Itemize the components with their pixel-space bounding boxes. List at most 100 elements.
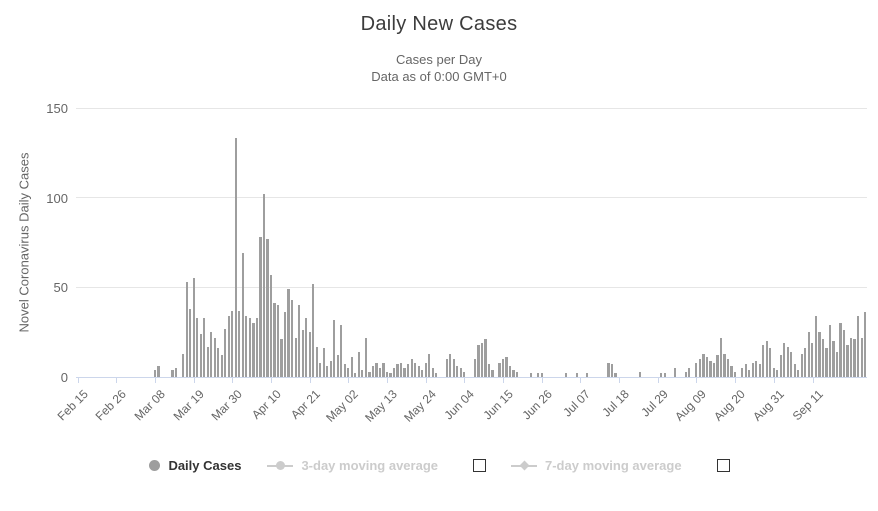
bar-daily-cases[interactable]: [319, 362, 322, 377]
bar-daily-cases[interactable]: [793, 364, 796, 377]
bar-daily-cases[interactable]: [783, 342, 786, 377]
bar-daily-cases[interactable]: [329, 360, 332, 377]
bar-daily-cases[interactable]: [217, 348, 220, 377]
bar-daily-cases[interactable]: [751, 362, 754, 377]
bar-daily-cases[interactable]: [305, 317, 308, 377]
bar-daily-cases[interactable]: [849, 337, 853, 377]
bar-daily-cases[interactable]: [220, 355, 223, 377]
bar-daily-cases[interactable]: [586, 373, 589, 377]
bar-daily-cases[interactable]: [203, 317, 206, 377]
bar-daily-cases[interactable]: [857, 316, 860, 377]
bar-daily-cases[interactable]: [234, 138, 237, 377]
bar-daily-cases[interactable]: [266, 238, 269, 377]
bar-daily-cases[interactable]: [800, 353, 803, 377]
bar-daily-cases[interactable]: [294, 337, 297, 377]
bar-daily-cases[interactable]: [189, 308, 192, 377]
bar-daily-cases[interactable]: [733, 371, 737, 377]
bar-daily-cases[interactable]: [361, 369, 364, 377]
bar-daily-cases[interactable]: [663, 373, 666, 377]
bar-daily-cases[interactable]: [315, 346, 318, 377]
bar-daily-cases[interactable]: [241, 253, 244, 377]
bar-daily-cases[interactable]: [610, 364, 614, 377]
bar-daily-cases[interactable]: [853, 339, 856, 377]
bar-daily-cases[interactable]: [301, 330, 304, 377]
bar-daily-cases[interactable]: [375, 362, 378, 377]
bar-daily-cases[interactable]: [501, 359, 505, 377]
bar-daily-cases[interactable]: [185, 281, 188, 377]
bar-daily-cases[interactable]: [484, 339, 487, 377]
bar-daily-cases[interactable]: [698, 359, 701, 377]
bar-daily-cases[interactable]: [811, 342, 814, 377]
bar-daily-cases[interactable]: [575, 373, 578, 377]
bar-daily-cases[interactable]: [273, 303, 276, 377]
bar-daily-cases[interactable]: [231, 310, 234, 377]
bar-daily-cases[interactable]: [245, 316, 248, 377]
bar-daily-cases[interactable]: [280, 339, 283, 377]
bar-daily-cases[interactable]: [702, 353, 705, 377]
bar-daily-cases[interactable]: [835, 351, 839, 377]
bar-daily-cases[interactable]: [224, 328, 227, 377]
bar-daily-cases[interactable]: [515, 371, 519, 377]
bar-daily-cases[interactable]: [248, 317, 251, 377]
bar-daily-cases[interactable]: [860, 337, 863, 377]
bar-daily-cases[interactable]: [772, 368, 775, 377]
bar-daily-cases[interactable]: [417, 366, 420, 377]
bar-daily-cases[interactable]: [797, 369, 800, 377]
legend-item-7-day-moving-average[interactable]: 7-day moving average: [511, 458, 682, 473]
bar-daily-cases[interactable]: [607, 362, 610, 377]
bar-daily-cases[interactable]: [227, 316, 230, 377]
bar-daily-cases[interactable]: [382, 362, 385, 377]
bar-daily-cases[interactable]: [709, 360, 712, 377]
bar-daily-cases[interactable]: [842, 330, 846, 377]
bar-daily-cases[interactable]: [540, 373, 543, 377]
bar-daily-cases[interactable]: [452, 359, 455, 377]
legend-item-3-day-moving-average[interactable]: 3-day moving average: [267, 458, 438, 473]
bar-daily-cases[interactable]: [846, 344, 849, 377]
bar-daily-cases[interactable]: [340, 324, 343, 377]
bar-daily-cases[interactable]: [821, 339, 825, 377]
bar-daily-cases[interactable]: [530, 373, 533, 377]
bar-daily-cases[interactable]: [326, 366, 329, 377]
bar-daily-cases[interactable]: [508, 366, 512, 377]
bar-daily-cases[interactable]: [505, 357, 508, 377]
bar-daily-cases[interactable]: [825, 348, 828, 377]
bar-daily-cases[interactable]: [213, 337, 216, 377]
bar-daily-cases[interactable]: [512, 369, 515, 377]
bar-daily-cases[interactable]: [350, 357, 353, 377]
bar-daily-cases[interactable]: [459, 368, 462, 377]
bar-daily-cases[interactable]: [674, 368, 677, 377]
bar-daily-cases[interactable]: [378, 368, 382, 377]
bar-daily-cases[interactable]: [431, 368, 434, 377]
checkbox-7-day-moving-average[interactable]: [716, 458, 730, 472]
bar-daily-cases[interactable]: [403, 368, 406, 377]
legend-item-daily-cases[interactable]: Daily Cases: [149, 458, 241, 473]
bar-daily-cases[interactable]: [814, 316, 817, 377]
bar-daily-cases[interactable]: [565, 373, 568, 377]
bar-daily-cases[interactable]: [283, 312, 287, 377]
bar-daily-cases[interactable]: [498, 362, 501, 377]
bar-daily-cases[interactable]: [688, 368, 691, 377]
bar-daily-cases[interactable]: [312, 283, 315, 377]
bar-daily-cases[interactable]: [832, 341, 835, 377]
bar-daily-cases[interactable]: [762, 344, 765, 377]
bar-daily-cases[interactable]: [614, 373, 617, 377]
bar-daily-cases[interactable]: [776, 369, 779, 377]
bar-daily-cases[interactable]: [364, 337, 367, 377]
bar-daily-cases[interactable]: [424, 362, 427, 377]
bar-daily-cases[interactable]: [153, 369, 157, 377]
bar-daily-cases[interactable]: [199, 333, 202, 377]
bar-daily-cases[interactable]: [779, 355, 782, 377]
bar-daily-cases[interactable]: [744, 364, 747, 377]
bar-daily-cases[interactable]: [660, 373, 663, 377]
bar-daily-cases[interactable]: [449, 353, 452, 377]
bar-daily-cases[interactable]: [435, 373, 438, 377]
bar-daily-cases[interactable]: [287, 289, 290, 377]
bar-daily-cases[interactable]: [298, 305, 301, 377]
bar-daily-cases[interactable]: [259, 237, 262, 377]
bar-daily-cases[interactable]: [347, 368, 350, 377]
bar-daily-cases[interactable]: [354, 373, 357, 377]
bar-daily-cases[interactable]: [473, 359, 476, 377]
bar-daily-cases[interactable]: [491, 369, 494, 377]
bar-daily-cases[interactable]: [368, 371, 371, 377]
bar-daily-cases[interactable]: [456, 366, 459, 377]
